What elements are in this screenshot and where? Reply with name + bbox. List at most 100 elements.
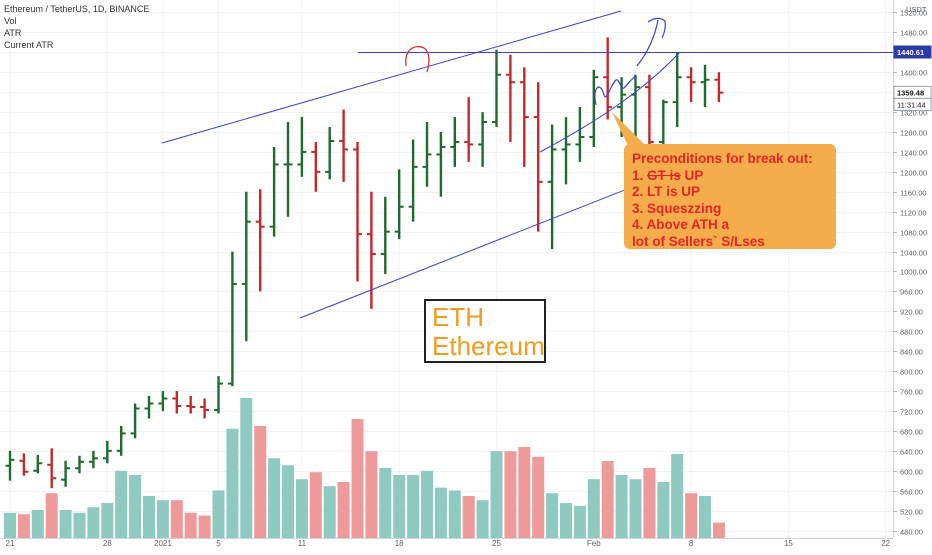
volume-bar (560, 503, 572, 538)
chart-legend: Ethereum / TetherUS, 1D, BINANCE Vol ATR… (4, 3, 149, 51)
ohlc-bar (19, 453, 29, 476)
ohlc-bar (672, 52, 682, 128)
resistance-price-tag-bg (893, 45, 932, 59)
volume-bar (393, 475, 406, 538)
volume-bar (115, 470, 128, 538)
price-tick-label: 1320.00 (900, 109, 927, 118)
callout-item-4: 4. Above ATH a (632, 217, 828, 234)
scribble-mark (594, 75, 637, 106)
volume-bar (546, 493, 559, 538)
indicator-current-atr[interactable]: Current ATR (4, 40, 54, 50)
volume-bar (657, 482, 670, 538)
resistance-price-tag-text: 1440.61 (897, 48, 924, 57)
last-price-tag: 1359.48 (893, 85, 932, 99)
price-tick-label: 1120.00 (900, 209, 927, 218)
volume-bar (295, 479, 308, 538)
ohlc-bar (394, 169, 404, 240)
ohlc-bar (575, 107, 585, 162)
ohlc-bar (186, 396, 196, 414)
upper-trendline (161, 10, 622, 144)
callout-item-text: Above ATH a (646, 217, 730, 232)
ohlc-bar (116, 425, 126, 456)
ohlc-bar (464, 97, 474, 162)
indicator-atr[interactable]: ATR (4, 28, 22, 38)
ohlc-bar (75, 455, 84, 474)
price-tick-label: 680.00 (900, 428, 923, 437)
volume-bar (532, 456, 545, 538)
price-tick-label: 840.00 (900, 348, 923, 357)
ohlc-bar (33, 454, 43, 474)
volume-bar (309, 472, 322, 538)
squeeze-line (539, 51, 681, 153)
volume-bar (434, 487, 447, 538)
volume-bar (671, 454, 684, 538)
price-axis[interactable]: 480.00 520.00 560.00 600.00 640.00 680.00 720.… (893, 0, 932, 550)
ohlc-bar (450, 117, 460, 167)
volume-bar (129, 475, 142, 538)
ohlc-bar (478, 112, 488, 167)
time-tick-label: Feb (587, 539, 601, 548)
callout-title: Preconditions for break out: (632, 151, 813, 166)
ohlc-bar (686, 67, 696, 103)
volume-bar (351, 419, 364, 538)
time-axis[interactable]: 21 28 2021 5 11 18 25 Feb 8 15 22 (0, 538, 893, 549)
volume-bar (17, 514, 30, 538)
price-tick-label: 1520.00 (900, 9, 927, 18)
price-tick-label: 720.00 (900, 408, 923, 417)
volume-bar (337, 482, 350, 538)
price-tick-label: 480.00 (900, 528, 923, 537)
volume-bar (518, 447, 531, 538)
volume-bar (365, 451, 378, 538)
time-tick-label: 15 (784, 539, 793, 548)
price-tick-label: 760.00 (900, 388, 923, 397)
ohlc-bar (519, 67, 529, 167)
last-price-tag-text: 1359.48 (897, 88, 924, 97)
volume-bar (629, 479, 642, 538)
symbol-title[interactable]: Ethereum / TetherUS, 1D, BINANCE (4, 4, 150, 14)
volume-bar (198, 515, 211, 538)
ohlc-bar (339, 109, 349, 182)
price-tick-label: 560.00 (900, 488, 923, 497)
volume-bar (87, 507, 100, 538)
volume-bar (59, 510, 72, 538)
ohlc-bar (408, 139, 418, 222)
breakout-callout: Preconditions for break out: 1. GT is UP… (624, 144, 836, 249)
ohlc-bar (283, 122, 293, 217)
ohlc-bars (5, 37, 724, 489)
price-tick-label: 1080.00 (900, 229, 927, 238)
time-tick-label: 22 (881, 539, 890, 548)
trend-drawings (161, 10, 893, 319)
ohlc-bar (311, 141, 321, 192)
volume-bar (323, 486, 336, 538)
ohlc-bar (241, 191, 251, 342)
callout-pointer (612, 112, 646, 146)
price-tick-label: 1040.00 (900, 249, 927, 258)
volume-bar (143, 496, 155, 538)
ohlc-bar (603, 37, 613, 120)
ohlc-bar (492, 49, 501, 128)
ohlc-bar (5, 450, 15, 481)
volume-bar (4, 512, 16, 538)
price-tick-label: 1000.00 (900, 268, 927, 277)
volume-bar (504, 451, 517, 538)
volume-bar (462, 496, 475, 538)
volume-bar (170, 500, 183, 538)
indicator-vol[interactable]: Vol (4, 16, 17, 26)
volume-bar (476, 500, 489, 538)
volume-bar (685, 493, 698, 538)
volume-bar (712, 522, 725, 538)
volume-bar (226, 428, 239, 538)
price-tick-label: 1160.00 (900, 189, 927, 198)
callout-item-text: Squeszzing (647, 200, 722, 216)
callout-item-num: 1. (632, 167, 648, 183)
price-tick-label: 1280.00 (900, 129, 927, 138)
volume-bar (643, 468, 656, 538)
ohlc-bar (130, 403, 140, 439)
ohlc-bar (561, 117, 571, 185)
callout-item-3: 3. Squeszzing (632, 201, 828, 218)
callout-item-num: 4. (632, 217, 647, 232)
callout-item-text: UP (680, 167, 704, 183)
price-tick-label: 1480.00 (900, 29, 927, 38)
